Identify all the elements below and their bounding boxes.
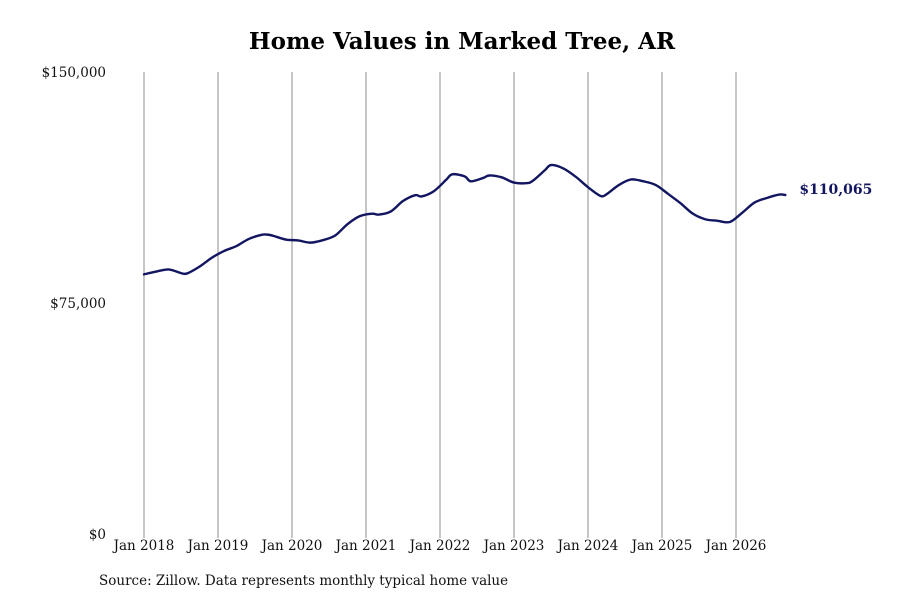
x-tick-label: Jan 2021 <box>334 538 397 554</box>
source-note: Source: Zillow. Data represents monthly … <box>99 573 509 589</box>
x-tick-label: Jan 2018 <box>112 538 175 554</box>
chart-title: Home Values in Marked Tree, AR <box>248 28 676 55</box>
x-tick-label: Jan 2019 <box>186 538 249 554</box>
x-tick-label: Jan 2024 <box>556 538 619 554</box>
y-axis-ticks: $0 $75,000 $150,000 <box>42 65 106 543</box>
x-tick-label: Jan 2025 <box>630 538 693 554</box>
end-value-label: $110,065 <box>799 182 872 198</box>
x-tick-label: Jan 2023 <box>482 538 545 554</box>
series-line-home-values <box>142 163 787 276</box>
x-tick-label: Jan 2020 <box>260 538 323 554</box>
y-tick-label: $150,000 <box>42 65 106 81</box>
y-tick-label: $75,000 <box>50 296 106 312</box>
x-axis-ticks: Jan 2018 Jan 2019 Jan 2020 Jan 2021 Jan 2022… <box>112 538 767 554</box>
x-tick-label: Jan 2026 <box>704 538 767 554</box>
gridlines <box>143 72 737 538</box>
y-tick-label: $0 <box>89 527 106 543</box>
x-tick-label: Jan 2022 <box>408 538 471 554</box>
